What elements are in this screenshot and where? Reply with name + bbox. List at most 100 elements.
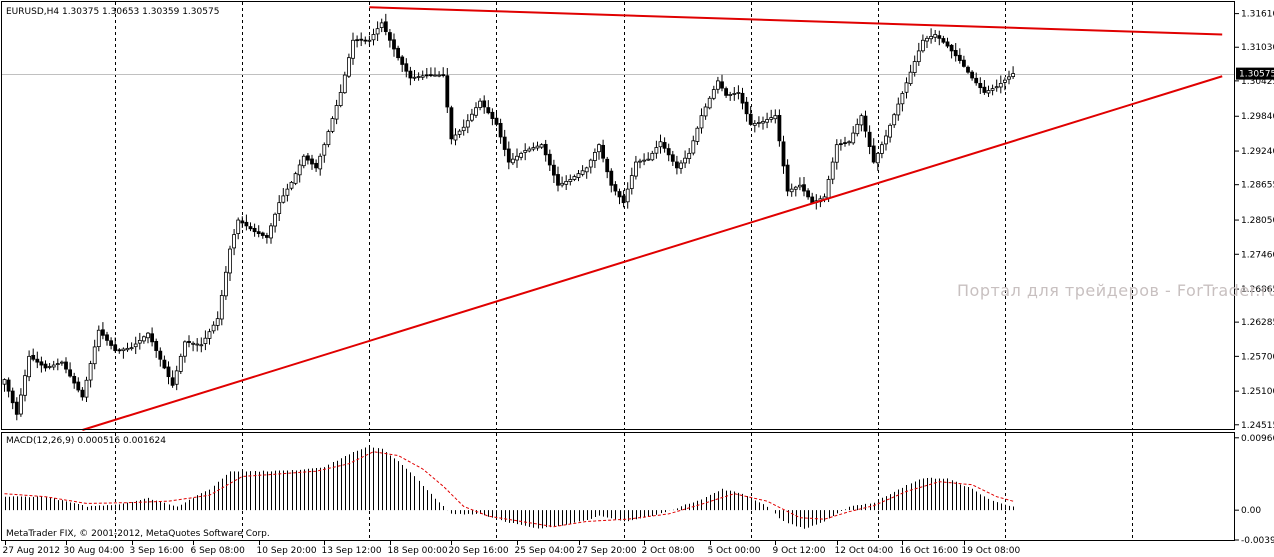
candle bbox=[154, 338, 159, 358]
candle bbox=[777, 109, 782, 147]
candle bbox=[289, 180, 294, 191]
candle bbox=[424, 67, 429, 79]
candle bbox=[64, 357, 68, 374]
candle bbox=[322, 142, 327, 163]
candle bbox=[658, 134, 663, 154]
candle bbox=[232, 228, 237, 256]
candle bbox=[334, 99, 339, 125]
candle bbox=[990, 84, 995, 96]
candle bbox=[978, 77, 983, 95]
time-tick-label: 9 Oct 12:00 bbox=[773, 546, 826, 556]
candle bbox=[1011, 66, 1015, 79]
candle bbox=[35, 351, 40, 369]
candle bbox=[301, 154, 306, 169]
candle bbox=[744, 97, 749, 122]
candle bbox=[10, 387, 15, 410]
candle bbox=[662, 137, 667, 153]
candle bbox=[904, 77, 909, 99]
candle bbox=[703, 103, 708, 120]
price-tick-label: 1.29840 bbox=[1241, 112, 1274, 122]
candle bbox=[6, 377, 11, 398]
candle bbox=[892, 112, 897, 128]
candle bbox=[101, 322, 105, 340]
candle bbox=[699, 108, 704, 134]
candle bbox=[162, 355, 167, 370]
candle bbox=[420, 70, 425, 81]
time-tick-label: 19 Oct 08:00 bbox=[962, 546, 1021, 556]
time-tick-label: 2 Oct 08:00 bbox=[642, 546, 695, 556]
price-tick-label: 1.24515 bbox=[1241, 421, 1274, 431]
candle bbox=[498, 118, 503, 144]
candle bbox=[310, 154, 314, 170]
time-tick-label: 18 Sep 00:00 bbox=[388, 546, 448, 556]
candle bbox=[584, 166, 589, 179]
candle bbox=[519, 151, 523, 161]
price-tick-label: 1.25100 bbox=[1241, 387, 1274, 397]
candle bbox=[178, 353, 183, 375]
candle bbox=[679, 160, 683, 174]
candle bbox=[55, 358, 60, 371]
trendline-resistance bbox=[369, 6, 1223, 36]
candle bbox=[375, 21, 380, 41]
candle bbox=[396, 45, 401, 61]
candle bbox=[998, 75, 1003, 94]
candle bbox=[215, 311, 220, 331]
macd-signal bbox=[4, 451, 1014, 528]
symbol-info: EURUSD,H4 1.30375 1.30653 1.30359 1.3057… bbox=[6, 7, 219, 17]
candle bbox=[568, 174, 573, 186]
time-tick-label: 27 Sep 20:00 bbox=[577, 546, 637, 556]
candle bbox=[211, 321, 216, 334]
candle bbox=[244, 214, 249, 231]
candle bbox=[724, 86, 728, 98]
candle bbox=[371, 28, 376, 46]
candle bbox=[757, 116, 761, 128]
candle bbox=[937, 30, 942, 46]
candle bbox=[912, 55, 917, 77]
candle bbox=[72, 372, 77, 389]
macd-signal-line bbox=[4, 451, 1014, 528]
price-tick-label: 1.27460 bbox=[1241, 250, 1274, 260]
copyright-text: MetaTrader FIX, © 2001-2012, MetaQuotes … bbox=[6, 529, 270, 539]
time-tick-label: 27 Aug 2012 bbox=[3, 546, 61, 556]
candle bbox=[847, 140, 851, 146]
candle bbox=[765, 112, 769, 129]
candle bbox=[433, 67, 437, 77]
candle bbox=[720, 74, 724, 92]
candle bbox=[195, 338, 200, 352]
candle bbox=[314, 159, 319, 172]
candle bbox=[117, 348, 122, 354]
candle bbox=[223, 266, 228, 300]
price-tick-label: 1.25700 bbox=[1241, 352, 1274, 362]
candle bbox=[174, 365, 179, 391]
candle bbox=[982, 80, 987, 95]
candle bbox=[617, 188, 622, 205]
candle bbox=[560, 176, 564, 188]
candle bbox=[486, 100, 491, 115]
candle bbox=[929, 28, 933, 44]
candle bbox=[297, 159, 302, 183]
candle bbox=[355, 35, 360, 48]
candle bbox=[605, 156, 610, 179]
candle bbox=[670, 150, 675, 166]
price-tick-label: 1.28655 bbox=[1241, 181, 1274, 191]
candle bbox=[572, 174, 577, 182]
candle bbox=[182, 340, 187, 363]
price-axis: 1.31610 1.31030 1.30425 1.29840 1.29240 1.286… bbox=[1235, 10, 1274, 431]
candle bbox=[851, 126, 856, 145]
candle bbox=[121, 347, 126, 359]
candle bbox=[859, 113, 864, 132]
macd-tick-label: -0.00398 bbox=[1241, 536, 1274, 546]
time-tick-label: 30 Aug 04:00 bbox=[64, 546, 125, 556]
macd-tick-label: 0.00 bbox=[1241, 506, 1261, 516]
candle bbox=[428, 67, 433, 78]
candle bbox=[367, 35, 372, 46]
candle bbox=[96, 325, 101, 352]
candle bbox=[863, 110, 868, 138]
candle bbox=[716, 76, 720, 94]
candle bbox=[613, 181, 618, 196]
candle bbox=[150, 327, 155, 347]
candle bbox=[966, 65, 970, 74]
candle bbox=[580, 165, 585, 177]
time-tick-label: 20 Sep 16:00 bbox=[449, 546, 509, 556]
